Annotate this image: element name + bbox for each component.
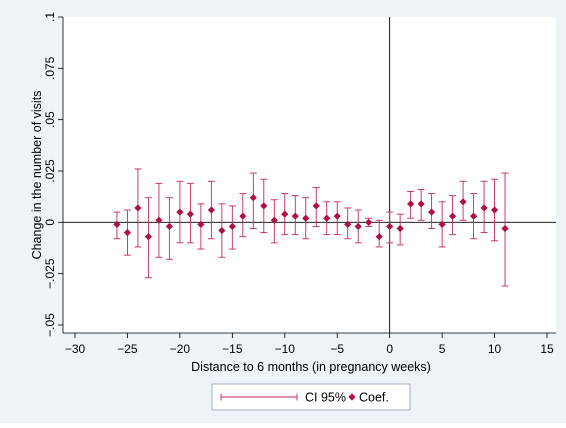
coef-point [291, 212, 299, 220]
legend-label-ci: CI 95% [305, 391, 346, 405]
coef-point [480, 204, 488, 212]
coef-point [239, 212, 247, 220]
x-axis-label: Distance to 6 months (in pregnancy weeks… [191, 360, 431, 374]
x-tick-label: 10 [488, 342, 502, 356]
legend: CI 95% Coef. [211, 383, 411, 411]
coef-point [197, 220, 205, 228]
y-tick-label: .05 [43, 111, 57, 128]
coef-point [417, 200, 425, 208]
legend-key-coef [348, 393, 356, 401]
x-tick-label: −25 [117, 342, 138, 356]
coef-point [228, 222, 236, 231]
legend-label-coef: Coef. [359, 391, 389, 405]
coef-point [249, 194, 257, 202]
coef-point [407, 200, 415, 208]
coef-point [270, 216, 278, 224]
plot-area [63, 17, 556, 333]
coef-point [260, 202, 268, 210]
x-tick-label: −10 [275, 342, 296, 356]
x-tick-label: 0 [386, 342, 393, 356]
coef-point [218, 226, 226, 235]
y-tick-label: .025 [43, 159, 57, 183]
x-tick-label: 5 [439, 342, 446, 356]
coef-point [281, 210, 289, 218]
coef-point [501, 224, 509, 233]
x-tick-label: 15 [540, 342, 554, 356]
y-tick-label: .1 [43, 12, 57, 22]
coef-point [333, 212, 341, 220]
coef-point [469, 212, 478, 220]
coef-point [459, 198, 467, 206]
coef-point [323, 214, 331, 222]
coef-point [113, 220, 121, 228]
coef-point [490, 206, 499, 214]
coef-point [438, 220, 446, 228]
coef-point [207, 206, 215, 214]
coef-point [302, 214, 310, 222]
coef-point [365, 218, 373, 226]
coef-point [123, 229, 132, 237]
y-tick-label: −.025 [43, 258, 57, 289]
coef-point [155, 216, 163, 224]
y-axis-label: Change in the number of visits [30, 91, 44, 260]
coef-point [144, 233, 153, 241]
x-tick-label: −30 [65, 342, 86, 356]
x-tick-label: −15 [222, 342, 243, 356]
y-tick-label: 0 [43, 219, 57, 226]
x-tick-label: −20 [170, 342, 191, 356]
coef-point [186, 210, 194, 218]
coef-point [165, 222, 173, 231]
coef-point [386, 222, 394, 231]
coef-point [375, 233, 383, 241]
coef-point [354, 222, 362, 231]
coef-point [134, 204, 142, 212]
coef-point [312, 202, 320, 210]
coef-point [344, 220, 352, 228]
coef-point [176, 208, 184, 216]
coef-point [428, 208, 436, 216]
x-tick-label: −5 [330, 342, 344, 356]
coef-point [396, 224, 404, 233]
y-tick-label: .075 [43, 56, 57, 80]
coef-point [449, 212, 457, 220]
y-tick-label: −.05 [43, 313, 57, 337]
